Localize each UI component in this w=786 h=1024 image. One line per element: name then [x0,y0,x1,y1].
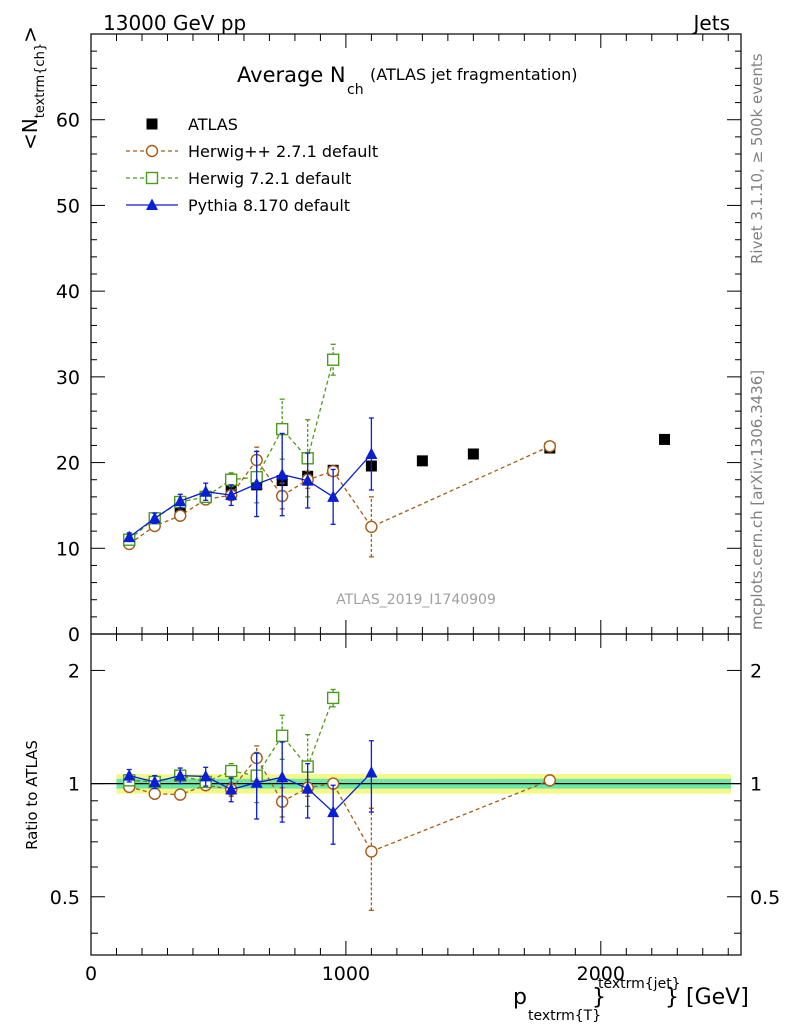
x-axis-label: p textrm{T} } textrm{jet} } [GeV] [513,976,749,1024]
ratio-panel: 0 1000 2000 0.5 0.5 1 1 2 2 [50,633,780,985]
pythia-8-170-default-point [225,488,238,501]
ratio-y-axis-label: Ratio to ATLAS [23,740,41,850]
herwig-2-7-1-default-point [365,520,378,534]
ratio-herwig-7-2-1-default-point [326,691,340,705]
ratio-herwig-2-7-1-default-point [174,788,187,801]
main-y-tick-label: 20 [56,453,80,475]
ratio-y-tick-label-left: 0.5 [50,887,80,909]
ratio-herwig-7-2-1-default-point [224,764,238,778]
legend-atlas-marker [146,118,158,130]
herwig-2-7-1-default-line [128,445,551,545]
ratio-pythia-8-170-default-point [148,775,161,787]
pythia-8-170-default-point [123,530,136,543]
process-label: Jets [692,11,730,35]
x-tick-label: 2000 [577,963,625,985]
ratio-pythia-8-170-default-line [129,772,372,813]
ratio-pythia-8-170-default-point [276,770,289,783]
energy-label: 13000 GeV pp [103,11,246,35]
x-label-main: p [513,985,527,1010]
main-y-label-suffix: > [18,26,42,43]
ratio-pythia-8-170-default-point [174,769,187,781]
ratio-y-tick-label-left: 2 [68,660,80,682]
ratio-pythia-8-170-default-point [365,766,378,778]
ratio-pythia-8-170-default-point [225,782,238,795]
x-label-superscript: textrm{jet} [598,976,681,992]
analysis-watermark: ATLAS_2019_I1740909 [336,592,496,608]
ratio-herwig-2-7-1-default-point [543,774,557,787]
plot-title-subscript: ch [347,82,364,98]
herwig-2-7-1-default-point [174,509,187,522]
legend-herwig-7-2-1-default-label: Herwig 7.2.1 default [188,169,351,188]
pythia-8-170-default-line [128,453,372,538]
main-y-tick-label: 0 [68,624,80,646]
legend-pythia-8-170-default-label: Pythia 8.170 default [188,196,350,215]
legend-herwig-2-7-1-default-marker [145,144,159,158]
ratio-pythia-8-170-default-point [327,805,340,818]
legend-atlas-label: ATLAS [188,115,238,134]
pythia-8-170-default-point [301,474,314,486]
main-y-tick-label: 60 [56,110,80,132]
pythia-8-170-default-point [276,468,289,480]
pythia-8-170-default-point [365,447,378,459]
legend-herwig-2-7-1-default-label: Herwig++ 2.7.1 default [188,142,378,161]
ratio-herwig-2-7-1-default-point [365,845,378,858]
ratio-y-tick-label-right: 0.5 [750,887,780,909]
x-label-brace: } [592,985,606,1010]
ratio-y-tick-label-left: 1 [68,774,80,796]
plot-title-note: (ATLAS jet fragmentation) [370,65,578,84]
atlas-point [416,455,428,467]
herwig-7-2-1-default-point [224,473,238,486]
plot-title: Average N [237,63,346,87]
main-y-label-subscript: textrm{ch} [33,43,48,118]
rivet-version-label: Rivet 3.1.10, ≥ 500k events [748,53,766,264]
legend: ATLAS Herwig++ 2.7.1 default Herwig 7.2.1 … [126,115,378,215]
main-panel: 0 10 20 30 40 50 60 [56,33,742,646]
ratio-herwig-7-2-1-default-point [275,729,289,743]
herwig-7-2-1-default-point [326,353,340,366]
ratio-herwig-2-7-1-default-point [148,787,161,800]
ratio-pythia-8-170-default-point [250,776,263,788]
pythia-8-170-default-point [148,511,161,524]
ratio-y-tick-label-right: 1 [750,774,762,796]
herwig-2-7-1-default-point [543,440,557,453]
ratio-herwig-2-7-1-default-line [129,756,551,853]
pythia-8-170-default-point [250,477,263,489]
mcplots-reference-label: mcplots.cern.ch [arXiv:1306.3436] [748,370,766,630]
ratio-y-tick-label-right: 2 [750,660,762,682]
x-label-subscript: textrm{T} [528,1008,601,1024]
main-y-tick-label: 10 [56,538,80,560]
x-tick-label: 1000 [322,963,370,985]
svg-text:<Ntextrm{ch}>: <Ntextrm{ch}> [18,26,48,150]
pythia-8-170-default-point [174,494,187,507]
main-y-axis-label: <Ntextrm{ch}> [18,26,48,150]
atlas-point [659,433,671,445]
legend-herwig-7-2-1-default-marker [145,171,159,185]
main-y-tick-label: 50 [56,195,80,217]
pythia-8-170-default-point [327,490,340,502]
ratio-pythia-8-170-default-point [199,769,212,782]
ratio-pythia-8-170-default-point [123,769,136,781]
main-y-tick-label: 40 [56,281,80,303]
pythia-8-170-default-point [199,485,212,497]
atlas-point [467,448,479,460]
legend-pythia-8-170-default-marker [146,198,158,210]
main-y-label-prefix: <N [18,118,42,150]
ratio-frame [90,633,742,956]
main-y-tick-label: 30 [56,367,80,389]
x-label-unit: } [GeV] [665,985,749,1010]
ratio-pythia-8-170-default-point [301,782,314,794]
x-tick-label: 0 [85,963,97,985]
